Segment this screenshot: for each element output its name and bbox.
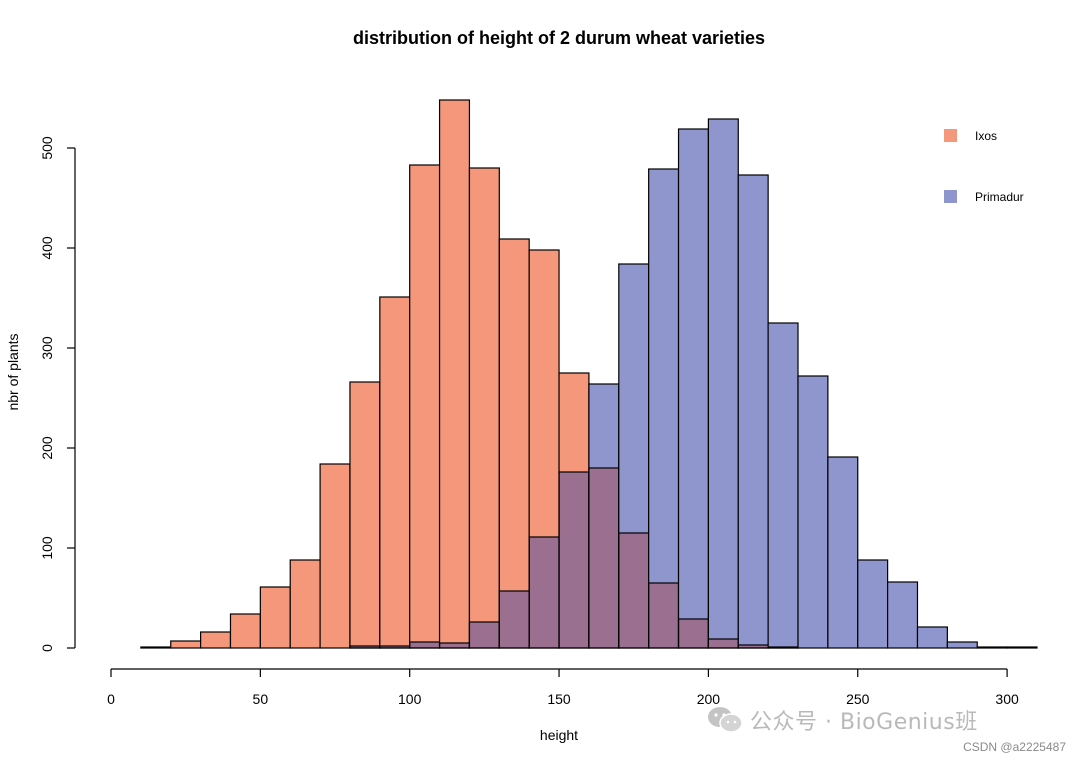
bar-overlap	[379, 646, 410, 648]
bar-overlap	[708, 639, 739, 648]
bar-overlap	[529, 537, 560, 648]
watermark-text: 公众号 · BioGenius班	[750, 710, 978, 735]
bar-ixos	[439, 100, 470, 643]
legend-label-primadur: Primadur	[975, 190, 1024, 204]
bar-ixos	[499, 239, 530, 591]
y-axis: 0 100 200 300 400 500	[39, 136, 76, 652]
x-tick-label: 0	[107, 691, 115, 707]
bar-overlap	[499, 591, 530, 648]
bar-outline-primadur	[887, 581, 919, 649]
legend-label-ixos: Ixos	[975, 129, 997, 143]
bar-primadur	[618, 264, 649, 533]
y-tick-label: 100	[39, 536, 55, 560]
wechat-icon	[708, 707, 743, 733]
bar-primadur	[947, 642, 978, 648]
bar-ixos	[320, 464, 350, 648]
chart-title: distribution of height of 2 durum wheat …	[353, 28, 765, 48]
x-tick-label: 150	[547, 691, 571, 707]
x-axis: 0 50 100 150 200 250 300	[107, 668, 1019, 707]
bar-overlap	[588, 468, 619, 648]
bar-overlap	[469, 622, 500, 648]
y-tick-label: 200	[39, 436, 55, 460]
bar-overlap	[409, 642, 440, 648]
bar-outline-primadur	[1006, 646, 1038, 649]
legend: Ixos Primadur	[944, 129, 1024, 204]
bar-primadur	[827, 457, 858, 648]
bar-primadur	[887, 582, 918, 648]
bar-ixos	[230, 614, 261, 648]
bar-overlap	[559, 472, 589, 648]
bar-ixos	[379, 297, 410, 646]
x-tick-label: 250	[846, 691, 870, 707]
bar-outline-primadur	[916, 626, 948, 649]
x-tick-label: 100	[398, 691, 422, 707]
bar-overlap	[439, 643, 470, 648]
bar-overlap	[678, 619, 709, 648]
bar-outline-primadur	[976, 646, 1008, 649]
bar-primadur	[738, 175, 769, 645]
credit-text: CSDN @a2225487	[963, 740, 1066, 754]
y-tick-label: 300	[39, 336, 55, 360]
y-tick-label: 400	[39, 236, 55, 260]
bar-overlap	[349, 646, 380, 648]
bar-outline-primadur	[827, 456, 859, 649]
bar-overlap	[648, 583, 679, 648]
bar-primadur	[798, 376, 828, 648]
bar-primadur	[648, 169, 679, 583]
bar-primadur	[917, 627, 948, 648]
bar-ixos	[529, 250, 560, 537]
bar-outline-ixos	[140, 646, 172, 649]
x-tick-label: 300	[995, 691, 1019, 707]
legend-swatch-primadur	[944, 190, 957, 203]
bar-overlap	[738, 645, 769, 648]
bar-primadur	[768, 323, 799, 647]
y-tick-label: 0	[39, 644, 55, 652]
bars-group	[140, 99, 1038, 649]
bar-outline-primadur	[946, 641, 978, 649]
bar-primadur	[857, 560, 888, 648]
bar-ixos	[170, 641, 201, 648]
bar-ixos	[200, 632, 231, 648]
bar-primadur	[708, 119, 739, 639]
x-tick-label: 200	[697, 691, 721, 707]
bar-ixos	[290, 560, 321, 648]
bar-ixos	[260, 587, 291, 648]
watermark: 公众号 · BioGenius班	[706, 702, 978, 738]
bar-ixos	[559, 373, 589, 472]
y-tick-label: 500	[39, 136, 55, 160]
bar-ixos	[409, 165, 440, 642]
x-axis-label: height	[540, 727, 578, 743]
bar-primadur	[588, 384, 619, 468]
bar-overlap	[618, 533, 649, 648]
bar-ixos	[349, 382, 380, 646]
bar-primadur	[678, 129, 709, 619]
bar-ixos	[469, 168, 500, 622]
x-tick-label: 50	[253, 691, 269, 707]
y-axis-label: nbr of plants	[5, 333, 21, 410]
legend-swatch-ixos	[944, 129, 957, 142]
